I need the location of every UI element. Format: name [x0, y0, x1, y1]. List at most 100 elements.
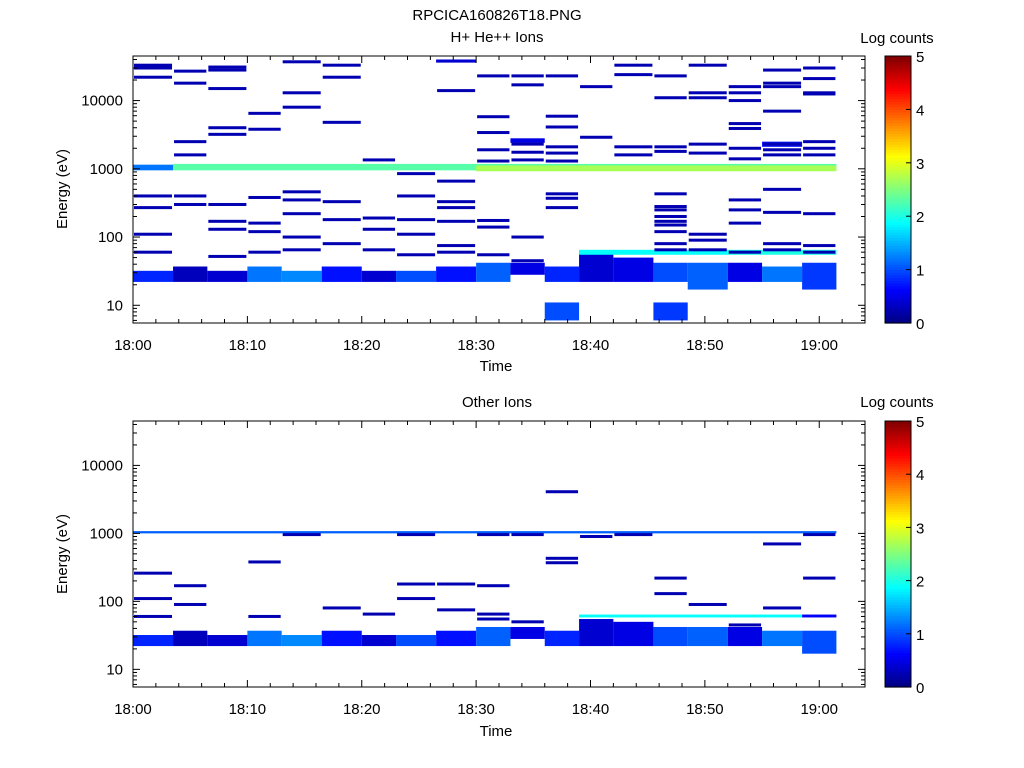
- heatmap-cell: [322, 120, 361, 124]
- heatmap-cell: [362, 612, 396, 616]
- heatmap-cell: [208, 68, 247, 72]
- panel-2-ylabel: Energy (eV): [54, 514, 71, 594]
- heatmap-cell: [510, 262, 545, 275]
- heatmap-cell: [476, 165, 837, 172]
- colorbar-segment: [885, 434, 911, 438]
- heatmap-cell: [613, 257, 654, 282]
- y-tick-label: 10000: [81, 457, 123, 474]
- heatmap-cell: [174, 153, 207, 157]
- heatmap-cell: [362, 216, 396, 220]
- colorbar-segment: [885, 460, 911, 465]
- colorbar-segment: [885, 224, 911, 228]
- colorbar-segment: [885, 304, 911, 308]
- heatmap-cell: [477, 131, 510, 135]
- heatmap-cell: [654, 223, 687, 227]
- colorbar-segment: [885, 580, 911, 584]
- heatmap-cell: [362, 158, 396, 162]
- colorbar-segment: [885, 277, 911, 281]
- colorbar-segment: [885, 607, 911, 611]
- heatmap-cell: [321, 266, 362, 282]
- x-tick-label: 18:00: [114, 701, 152, 718]
- colorbar-segment: [885, 540, 911, 544]
- heatmap-cell: [728, 250, 762, 254]
- heatmap-cell: [134, 232, 173, 236]
- colorbar-segment: [885, 181, 911, 185]
- heatmap-cell: [614, 63, 653, 67]
- colorbar-segment: [885, 495, 911, 499]
- heatmap-cell: [174, 69, 207, 73]
- heatmap-cell: [208, 132, 247, 136]
- colorbar-segment: [885, 192, 911, 196]
- heatmap-cell: [654, 592, 687, 596]
- colorbar-segment: [885, 256, 911, 260]
- heatmap-cell: [803, 533, 836, 537]
- heatmap-cell: [511, 259, 544, 263]
- heatmap-cell: [688, 602, 727, 606]
- heatmap-cell: [654, 145, 687, 149]
- colorbar-segment: [885, 194, 911, 199]
- colorbar-segment: [885, 572, 911, 576]
- heatmap-cell: [477, 533, 510, 537]
- heatmap-cell: [802, 614, 837, 618]
- heatmap-cell: [133, 531, 837, 534]
- heatmap-cell: [545, 151, 579, 155]
- heatmap-cell: [545, 192, 579, 196]
- heatmap-cell: [545, 74, 579, 78]
- colorbar-segment: [885, 684, 911, 688]
- colorbar-segment: [885, 655, 911, 659]
- colorbar-segment: [885, 519, 911, 523]
- heatmap-cell: [511, 74, 544, 78]
- heatmap-cell: [174, 194, 207, 198]
- heatmap-cell: [688, 142, 727, 146]
- heatmap-cell: [322, 200, 361, 204]
- colorbar-segment: [885, 466, 911, 470]
- colorbar-segment: [885, 639, 911, 643]
- heatmap-cell: [688, 63, 727, 67]
- colorbar-segment: [885, 421, 911, 425]
- heatmap-cell: [544, 630, 580, 647]
- heatmap-cell: [282, 105, 321, 109]
- heatmap-cell: [208, 126, 247, 130]
- colorbar-segment: [885, 455, 911, 459]
- colorbar-segment: [885, 269, 911, 273]
- colorbar-segment: [885, 623, 911, 627]
- heatmap-cell: [133, 164, 174, 171]
- heatmap-cell: [173, 266, 208, 282]
- heatmap-cell: [396, 635, 437, 647]
- heatmap-cell: [728, 208, 762, 212]
- heatmap-cell: [133, 635, 174, 647]
- heatmap-cell: [545, 125, 579, 129]
- heatmap-cell: [803, 66, 836, 70]
- colorbar-tick-label: 4: [916, 467, 924, 484]
- panel-1-ylabel: Energy (eV): [54, 149, 71, 229]
- colorbar-segment: [885, 98, 911, 102]
- colorbar-segment: [885, 234, 911, 239]
- heatmap-cell: [545, 561, 579, 565]
- heatmap-cell: [803, 250, 836, 254]
- heatmap-cell: [763, 542, 802, 546]
- heatmap-cell: [248, 127, 281, 131]
- heatmap-cell: [281, 270, 322, 282]
- colorbar-segment: [885, 604, 911, 608]
- heatmap-cell: [654, 192, 687, 196]
- colorbar-segment: [885, 176, 911, 180]
- colorbar-segment: [885, 114, 911, 119]
- heatmap-cell: [763, 109, 802, 113]
- colorbar-segment: [885, 293, 911, 297]
- heatmap-cell: [654, 219, 687, 223]
- colorbar-segment: [885, 168, 911, 172]
- heatmap-cell: [174, 202, 207, 206]
- colorbar-segment: [885, 681, 911, 685]
- heatmap-cell: [545, 490, 579, 494]
- heatmap-cell: [654, 248, 687, 252]
- colorbar-segment: [885, 104, 911, 108]
- colorbar-segment: [885, 476, 911, 481]
- heatmap-cell: [511, 150, 544, 154]
- colorbar-segment: [885, 189, 911, 193]
- x-tick-label: 18:40: [572, 337, 610, 354]
- colorbar-segment: [885, 138, 911, 143]
- colorbar-segment: [885, 301, 911, 305]
- y-tick-label: 10: [106, 661, 123, 678]
- colorbar-segment: [885, 444, 911, 449]
